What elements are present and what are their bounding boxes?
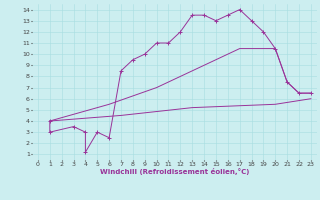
X-axis label: Windchill (Refroidissement éolien,°C): Windchill (Refroidissement éolien,°C) <box>100 168 249 175</box>
